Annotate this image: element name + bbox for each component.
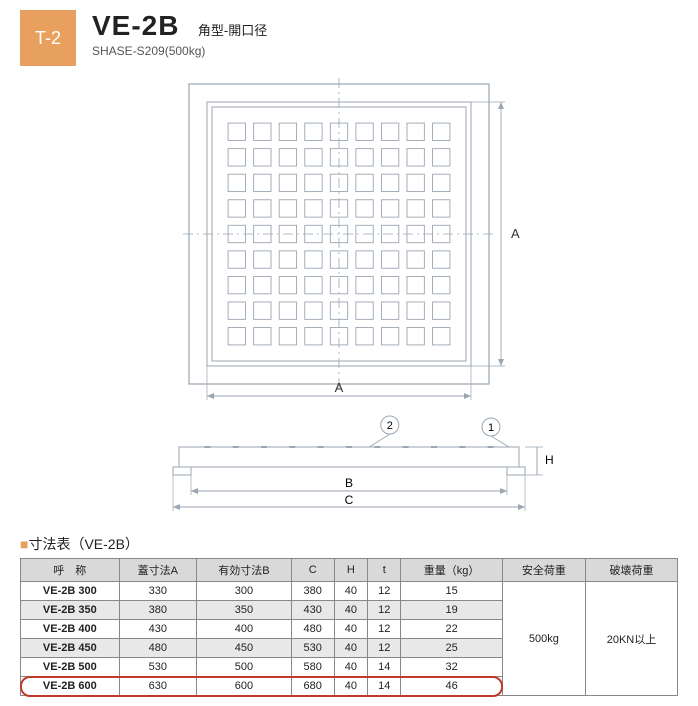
- diagram-area: AA 12HBC: [20, 76, 678, 526]
- table-header: C: [291, 559, 334, 582]
- table-cell: 32: [401, 658, 502, 677]
- table-row: VE-2B 300330300380401215500kg20KN以上: [21, 582, 678, 601]
- table-container: 呼 称蓋寸法A有効寸法BCHt重量（kg）安全荷重破壊荷重VE-2B 30033…: [20, 558, 678, 696]
- table-cell: 400: [197, 620, 292, 639]
- table-cell: VE-2B 350: [21, 601, 120, 620]
- table-cell: 14: [368, 677, 401, 696]
- table-header: t: [368, 559, 401, 582]
- table-cell: 450: [197, 639, 292, 658]
- table-header: 呼 称: [21, 559, 120, 582]
- table-header: 破壊荷重: [586, 559, 678, 582]
- header-row: T-2 VE-2B 角型-開口径 SHASE-S209(500kg): [20, 10, 678, 66]
- table-cell: 480: [119, 639, 196, 658]
- svg-text:2: 2: [387, 420, 393, 432]
- table-cell: VE-2B 400: [21, 620, 120, 639]
- table-header: 安全荷重: [502, 559, 585, 582]
- table-cell: 15: [401, 582, 502, 601]
- table-header: 蓋寸法A: [119, 559, 196, 582]
- table-cell: 480: [291, 620, 334, 639]
- svg-text:A: A: [511, 226, 520, 241]
- table-cell: 300: [197, 582, 292, 601]
- table-header: H: [334, 559, 367, 582]
- side-view-diagram: 1 2 H BC: [139, 411, 559, 521]
- table-cell: 25: [401, 639, 502, 658]
- svg-text:B: B: [345, 476, 353, 490]
- top-view-diagram: AA: [159, 76, 539, 406]
- spec-table: 呼 称蓋寸法A有効寸法BCHt重量（kg）安全荷重破壊荷重VE-2B 30033…: [20, 558, 678, 696]
- table-cell: VE-2B 450: [21, 639, 120, 658]
- table-cell: 12: [368, 620, 401, 639]
- table-cell: 12: [368, 639, 401, 658]
- table-cell: 430: [291, 601, 334, 620]
- model-subtitle: 角型-開口径: [198, 23, 267, 38]
- merged-safe-load: 500kg: [502, 582, 585, 696]
- table-cell: VE-2B 300: [21, 582, 120, 601]
- merged-break-load: 20KN以上: [586, 582, 678, 696]
- table-cell: 330: [119, 582, 196, 601]
- table-cell: 630: [119, 677, 196, 696]
- model-name: VE-2B: [92, 10, 179, 42]
- title-block: VE-2B 角型-開口径 SHASE-S209(500kg): [92, 10, 678, 58]
- table-cell: 680: [291, 677, 334, 696]
- table-cell: 380: [119, 601, 196, 620]
- table-cell: 580: [291, 658, 334, 677]
- table-header: 有効寸法B: [197, 559, 292, 582]
- table-cell: 40: [334, 677, 367, 696]
- table-cell: 40: [334, 658, 367, 677]
- table-cell: VE-2B 500: [21, 658, 120, 677]
- table-cell: 530: [119, 658, 196, 677]
- section-header: ■寸法表（VE-2B）: [20, 534, 678, 554]
- table-cell: 430: [119, 620, 196, 639]
- table-cell: 380: [291, 582, 334, 601]
- table-cell: 600: [197, 677, 292, 696]
- table-cell: 530: [291, 639, 334, 658]
- svg-text:C: C: [345, 493, 354, 507]
- table-cell: 40: [334, 601, 367, 620]
- svg-text:A: A: [335, 380, 344, 395]
- svg-text:1: 1: [488, 422, 494, 434]
- section-title: 寸法表（VE-2B）: [28, 536, 138, 552]
- table-cell: 350: [197, 601, 292, 620]
- table-cell: 46: [401, 677, 502, 696]
- table-cell: 40: [334, 582, 367, 601]
- table-cell: 12: [368, 582, 401, 601]
- standard-text: SHASE-S209(500kg): [92, 44, 678, 58]
- svg-text:H: H: [545, 453, 554, 467]
- table-header: 重量（kg）: [401, 559, 502, 582]
- category-badge: T-2: [20, 10, 76, 66]
- table-cell: VE-2B 600: [21, 677, 120, 696]
- table-cell: 19: [401, 601, 502, 620]
- table-cell: 40: [334, 639, 367, 658]
- table-cell: 40: [334, 620, 367, 639]
- table-cell: 14: [368, 658, 401, 677]
- table-cell: 22: [401, 620, 502, 639]
- table-cell: 500: [197, 658, 292, 677]
- table-cell: 12: [368, 601, 401, 620]
